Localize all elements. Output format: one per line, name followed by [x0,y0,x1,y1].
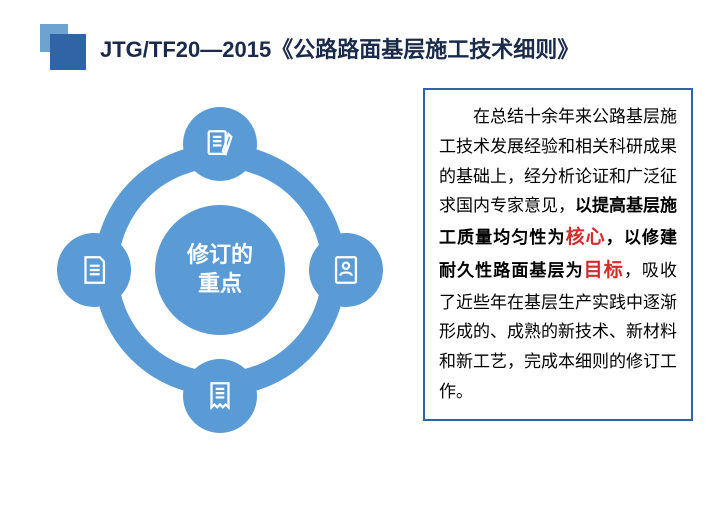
doc-pencil-icon [183,107,257,181]
doc-lines-icon [57,233,131,307]
receipt-icon [183,359,257,433]
header-accent-front [50,34,86,70]
revision-focus-diagram: 修订的 重点 [40,90,400,450]
highlight-text: 目标 [584,260,624,281]
diagram-center: 修订的 重点 [155,205,285,335]
highlight-text: 核心 [566,227,606,248]
center-line-2: 重点 [198,270,242,299]
body-text: ，吸收了近些年在基层生产实践中逐渐形成的、成熟的新技术、新材料和新工艺，完成本细… [439,261,677,401]
center-line-1: 修订的 [187,241,253,270]
description-box: 在总结十余年来公路基层施工技术发展经验和相关科研成果的基础上，经分析论证和广泛征… [423,88,693,421]
profile-icon [309,233,383,307]
page-title: JTG/TF20—2015《公路路面基层施工技术细则》 [100,32,579,64]
description-text: 在总结十余年来公路基层施工技术发展经验和相关科研成果的基础上，经分析论证和广泛征… [439,107,677,401]
